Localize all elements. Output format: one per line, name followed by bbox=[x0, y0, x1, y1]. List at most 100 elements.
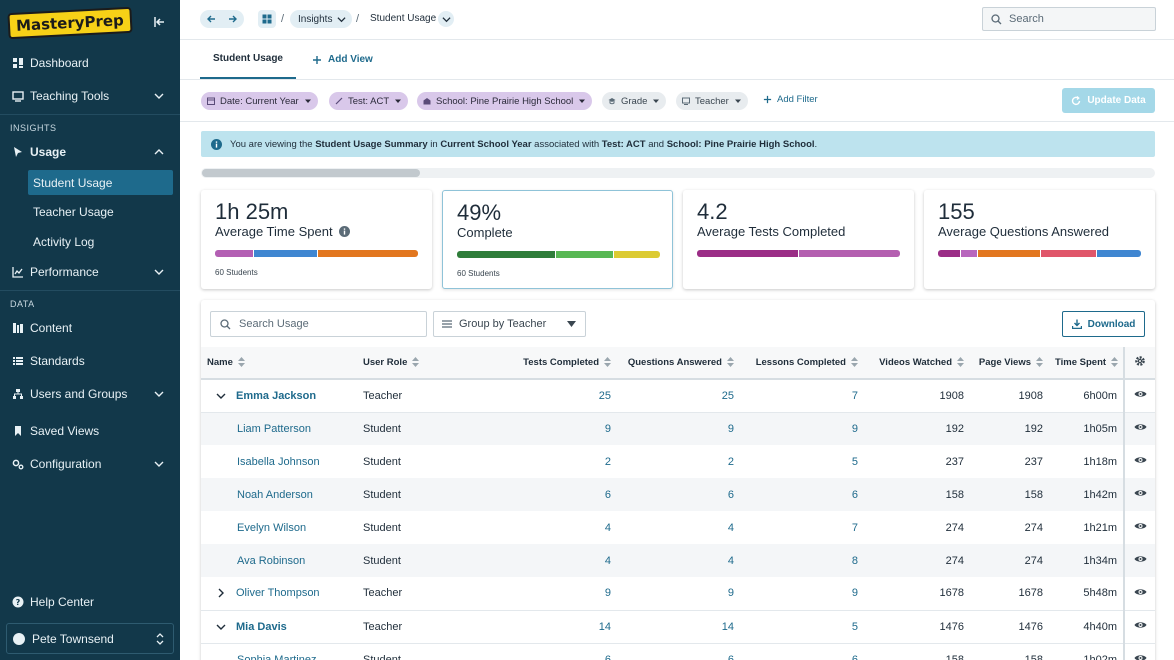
row-view-button[interactable] bbox=[1123, 544, 1155, 577]
column-header-page-views[interactable]: Page Views bbox=[970, 347, 1049, 380]
sidebar-item-configuration[interactable]: Configuration bbox=[0, 450, 180, 478]
row-questions-answered[interactable]: 9 bbox=[617, 577, 740, 611]
row-questions-answered[interactable]: 25 bbox=[617, 379, 740, 413]
row-view-button[interactable] bbox=[1123, 643, 1155, 660]
row-tests-completed[interactable]: 4 bbox=[467, 544, 617, 577]
row-view-button[interactable] bbox=[1123, 511, 1155, 544]
add-view-button[interactable]: Add View bbox=[312, 40, 373, 79]
row-lessons-completed[interactable]: 6 bbox=[851, 653, 858, 660]
row-name[interactable]: Emma Jackson bbox=[201, 379, 357, 413]
row-name[interactable]: Liam Patterson bbox=[201, 412, 357, 445]
card-average-questions-answered[interactable]: 155 Average Questions Answered bbox=[924, 190, 1155, 289]
tab-student-usage[interactable]: Student Usage bbox=[200, 40, 296, 79]
global-search-input[interactable]: Search bbox=[982, 7, 1156, 31]
chevron-down-icon[interactable] bbox=[216, 391, 226, 401]
row-questions-answered[interactable]: 2 bbox=[727, 455, 734, 468]
row-view-button[interactable] bbox=[1123, 577, 1155, 611]
row-questions-answered[interactable]: 6 bbox=[617, 478, 740, 511]
row-tests-completed[interactable]: 9 bbox=[467, 577, 617, 611]
collapse-sidebar-icon[interactable] bbox=[152, 15, 166, 29]
filter-chip-date[interactable]: Date: Current Year bbox=[201, 92, 318, 110]
row-lessons-completed[interactable]: 5 bbox=[851, 455, 858, 468]
row-questions-answered[interactable]: 9 bbox=[617, 412, 740, 445]
row-view-button[interactable] bbox=[1123, 379, 1155, 413]
chevron-down-icon[interactable] bbox=[216, 622, 226, 632]
row-view-button[interactable] bbox=[1123, 610, 1155, 644]
row-lessons-completed[interactable]: 9 bbox=[740, 577, 864, 611]
sidebar-item-usage[interactable]: Usage bbox=[0, 138, 180, 166]
row-tests-completed[interactable]: 6 bbox=[467, 478, 617, 511]
filter-chip-test[interactable]: Test: ACT bbox=[329, 92, 409, 110]
row-tests-completed[interactable]: 25 bbox=[467, 379, 617, 413]
row-name[interactable]: Mia Davis bbox=[201, 610, 357, 644]
sidebar-subitem-student-usage[interactable]: Student Usage bbox=[28, 170, 173, 195]
sidebar-item-help-center[interactable]: ? Help Center bbox=[0, 588, 180, 616]
sidebar-item-users-groups[interactable]: Users and Groups bbox=[0, 380, 180, 408]
row-questions-answered[interactable]: 4 bbox=[727, 521, 734, 534]
horizontal-scrollbar[interactable] bbox=[201, 168, 1155, 178]
row-questions-answered[interactable]: 6 bbox=[727, 653, 734, 660]
user-menu[interactable]: Pete Townsend bbox=[6, 623, 174, 654]
filter-chip-grade[interactable]: Grade bbox=[602, 92, 667, 110]
row-lessons-completed[interactable]: 9 bbox=[740, 412, 864, 445]
row-tests-completed[interactable]: 2 bbox=[604, 455, 611, 468]
row-name[interactable]: Oliver Thompson bbox=[201, 577, 357, 611]
column-header-questions-answered[interactable]: Questions Answered bbox=[617, 347, 740, 380]
row-tests-completed[interactable]: 4 bbox=[604, 521, 611, 534]
row-name[interactable]: Isabella Johnson bbox=[237, 455, 320, 468]
update-data-button[interactable]: Update Data bbox=[1062, 88, 1155, 113]
column-settings-button[interactable] bbox=[1123, 347, 1155, 380]
row-lessons-completed[interactable]: 5 bbox=[740, 610, 864, 644]
table-row[interactable]: Sophia Martinez Student 6 6 6 158 158 1h02m bbox=[201, 643, 1155, 660]
table-row[interactable]: Mia Davis Teacher 14 14 5 1476 1476 4h40m bbox=[201, 610, 1155, 644]
table-row[interactable]: Emma Jackson Teacher 25 25 7 1908 1908 6h00m bbox=[201, 379, 1155, 413]
column-header-tests-completed[interactable]: Tests Completed bbox=[467, 347, 617, 380]
row-lessons-completed[interactable]: 8 bbox=[740, 544, 864, 577]
back-button[interactable] bbox=[200, 10, 222, 28]
chevron-right-icon[interactable] bbox=[216, 588, 226, 598]
group-by-select[interactable]: Group by Teacher bbox=[433, 311, 586, 337]
row-lessons-completed[interactable]: 7 bbox=[851, 521, 858, 534]
row-view-button[interactable] bbox=[1123, 412, 1155, 445]
table-row[interactable]: Evelyn Wilson Student 4 4 7 274 274 1h21m bbox=[201, 511, 1155, 544]
row-questions-answered[interactable]: 14 bbox=[617, 610, 740, 644]
card-average-time-spent[interactable]: 1h 25m Average Time Spent 60 Students bbox=[201, 190, 432, 289]
home-button[interactable] bbox=[258, 10, 276, 28]
scrollbar-thumb[interactable] bbox=[202, 169, 420, 177]
card-average-tests-completed[interactable]: 4.2 Average Tests Completed bbox=[683, 190, 914, 289]
sidebar-item-dashboard[interactable]: Dashboard bbox=[0, 49, 180, 77]
sidebar-subitem-activity-log[interactable]: Activity Log bbox=[33, 234, 95, 249]
download-button[interactable]: Download bbox=[1062, 311, 1145, 337]
row-view-button[interactable] bbox=[1123, 445, 1155, 478]
card-complete[interactable]: 49% Complete 60 Students bbox=[442, 190, 673, 289]
row-tests-completed[interactable]: 14 bbox=[467, 610, 617, 644]
table-row[interactable]: Ava Robinson Student 4 4 8 274 274 1h34m bbox=[201, 544, 1155, 577]
row-tests-completed[interactable]: 6 bbox=[604, 653, 611, 660]
column-header-videos-watched[interactable]: Videos Watched bbox=[864, 347, 970, 380]
row-name[interactable]: Ava Robinson bbox=[201, 544, 357, 577]
page-menu-button[interactable] bbox=[438, 11, 454, 27]
column-header-lessons-completed[interactable]: Lessons Completed bbox=[740, 347, 864, 380]
search-usage-input[interactable]: Search Usage bbox=[210, 311, 427, 337]
table-row[interactable]: Noah Anderson Student 6 6 6 158 158 1h42m bbox=[201, 478, 1155, 511]
table-row[interactable]: Oliver Thompson Teacher 9 9 9 1678 1678 5h48m bbox=[201, 577, 1155, 611]
row-tests-completed[interactable]: 9 bbox=[467, 412, 617, 445]
table-row[interactable]: Isabella Johnson Student 2 2 5 237 237 1h18m bbox=[201, 445, 1155, 478]
forward-button[interactable] bbox=[222, 10, 244, 28]
masteryprep-logo[interactable]: MasteryPrep bbox=[7, 6, 133, 40]
row-lessons-completed[interactable]: 6 bbox=[740, 478, 864, 511]
sidebar-item-saved-views[interactable]: Saved Views bbox=[0, 417, 180, 445]
row-view-button[interactable] bbox=[1123, 478, 1155, 511]
sidebar-item-content[interactable]: Content bbox=[0, 314, 180, 342]
breadcrumb-insights[interactable]: Insights bbox=[290, 10, 353, 28]
sidebar-subitem-teacher-usage[interactable]: Teacher Usage bbox=[33, 204, 114, 219]
row-name[interactable]: Noah Anderson bbox=[201, 478, 357, 511]
info-icon[interactable] bbox=[338, 226, 350, 237]
add-filter-button[interactable]: Add Filter bbox=[763, 94, 818, 105]
sidebar-item-performance[interactable]: Performance bbox=[0, 258, 180, 286]
row-lessons-completed[interactable]: 7 bbox=[740, 379, 864, 413]
row-name[interactable]: Evelyn Wilson bbox=[237, 521, 307, 534]
column-header-name[interactable]: Name bbox=[201, 347, 357, 380]
filter-chip-teacher[interactable]: Teacher bbox=[676, 92, 748, 110]
sidebar-item-teaching-tools[interactable]: Teaching Tools bbox=[0, 82, 180, 110]
